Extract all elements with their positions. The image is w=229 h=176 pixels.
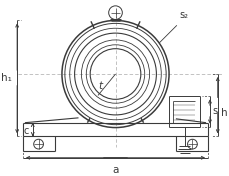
Text: s: s [212, 106, 217, 116]
Text: h: h [220, 108, 226, 118]
Text: t: t [97, 81, 101, 91]
Text: h₁: h₁ [1, 73, 12, 83]
Text: a: a [112, 165, 118, 175]
Text: s₂: s₂ [179, 10, 188, 20]
Text: c: c [23, 127, 29, 136]
